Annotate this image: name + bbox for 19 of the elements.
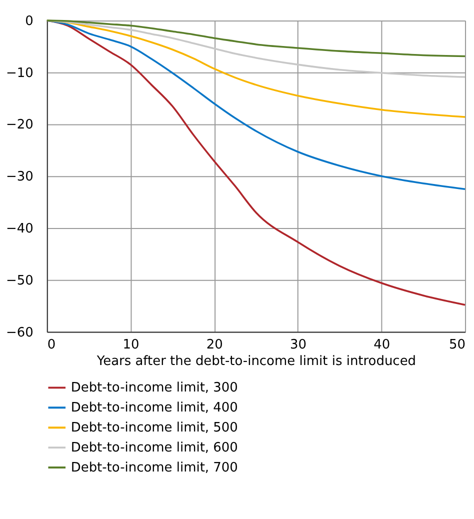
legend-label: Debt-to-income limit, 400 [70,400,238,416]
y-tick-label: −10 [6,66,34,81]
x-axis-title: Years after the debt-to-income limit is introduced [96,354,416,370]
y-tick-label: 0 [25,14,34,29]
x-tick-label: 50 [449,337,466,352]
legend-label: Debt-to-income limit, 700 [70,460,238,476]
legend-label: Debt-to-income limit, 300 [70,380,238,396]
x-tick-label: 0 [47,337,56,352]
y-tick-label: −40 [6,222,34,237]
x-tick-label: 10 [122,337,140,352]
x-tick-label: 30 [290,337,307,352]
y-tick-label: −20 [6,118,34,133]
y-tick-label: −50 [6,273,34,288]
legend-label: Debt-to-income limit, 600 [70,440,238,456]
x-tick-label: 40 [374,337,390,352]
legend-label: Debt-to-income limit, 500 [70,420,238,436]
y-tick-label: −60 [6,325,34,340]
x-tick-label: 20 [206,337,223,352]
y-tick-label: −30 [6,170,34,185]
